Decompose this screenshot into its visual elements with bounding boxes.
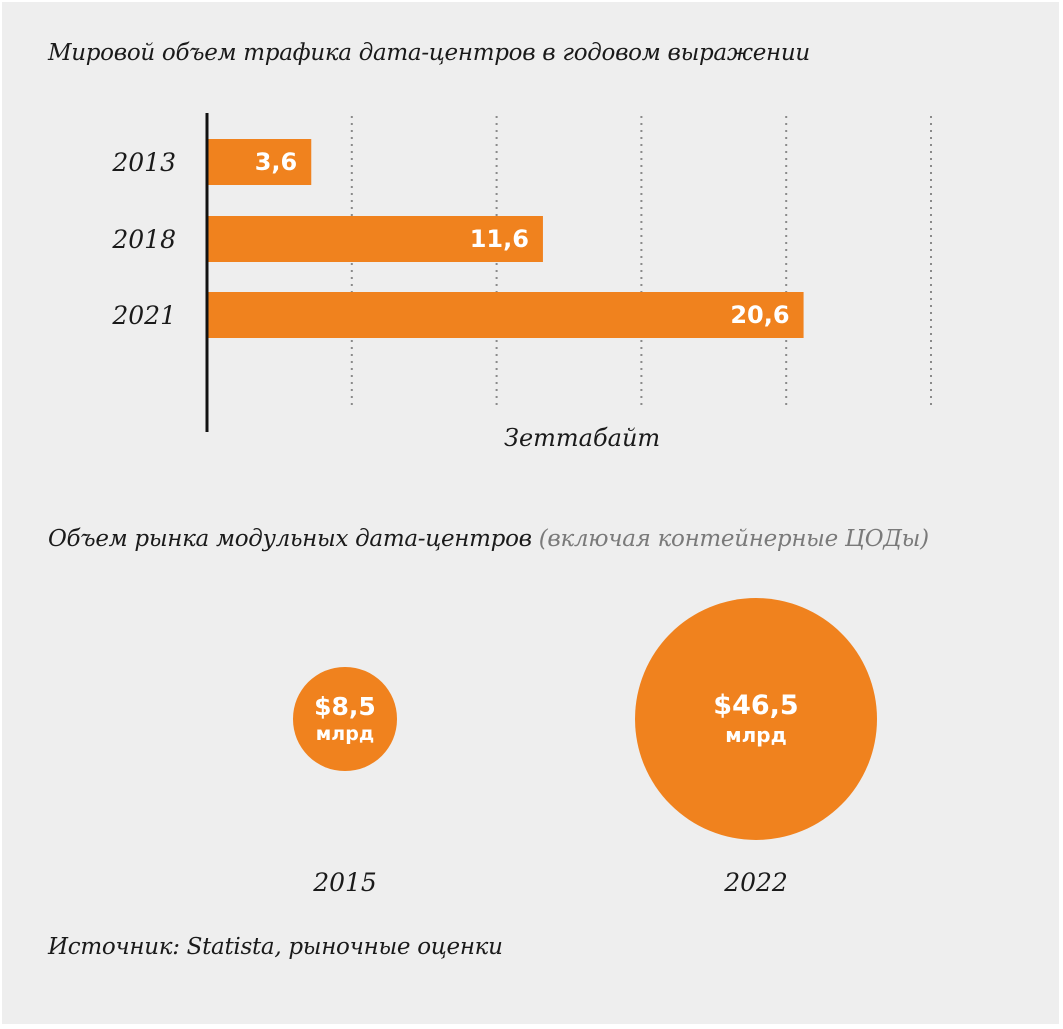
- bubble-2022: $46,5 млрд: [635, 598, 877, 840]
- modular-market-title-subtitle: (включая контейнерные ЦОДы): [538, 526, 929, 552]
- bar-2021: [207, 292, 804, 338]
- bubble-unit-label-2015: млрд: [315, 722, 375, 745]
- traffic-chart-x-axis-label: Зеттабайт: [504, 424, 661, 452]
- bubble-year-label-2015: 2015: [313, 868, 377, 897]
- source-note: Источник: Statista, рыночные оценки: [48, 934, 503, 960]
- modular-market-chart-title: Объем рынка модульных дата-центров (вклю…: [48, 526, 929, 552]
- bar-value-label-2018: 11,6: [470, 225, 529, 253]
- bubble-2015: $8,5 млрд: [293, 667, 397, 771]
- bubble-year-label-2022: 2022: [724, 868, 788, 897]
- category-label-2021: 2021: [111, 301, 176, 330]
- bar-value-label-2013: 3,6: [255, 148, 298, 176]
- bar-2018: [207, 216, 543, 262]
- bar-2013: [207, 139, 312, 185]
- category-label-2013: 2013: [111, 148, 176, 177]
- category-label-2018: 2018: [111, 225, 176, 254]
- traffic-bar-chart: 3,6 2013 11,6 2018 20,6 2021: [111, 113, 932, 432]
- bubble-value-label-2015: $8,5: [314, 691, 376, 721]
- modular-market-title-main: Объем рынка модульных дата-центров: [48, 526, 532, 552]
- bubble-unit-label-2022: млрд: [725, 723, 787, 747]
- traffic-chart-title: Мировой объем трафика дата-центров в год…: [48, 40, 810, 66]
- bubble-value-label-2022: $46,5: [713, 690, 799, 721]
- bar-value-label-2021: 20,6: [730, 301, 789, 329]
